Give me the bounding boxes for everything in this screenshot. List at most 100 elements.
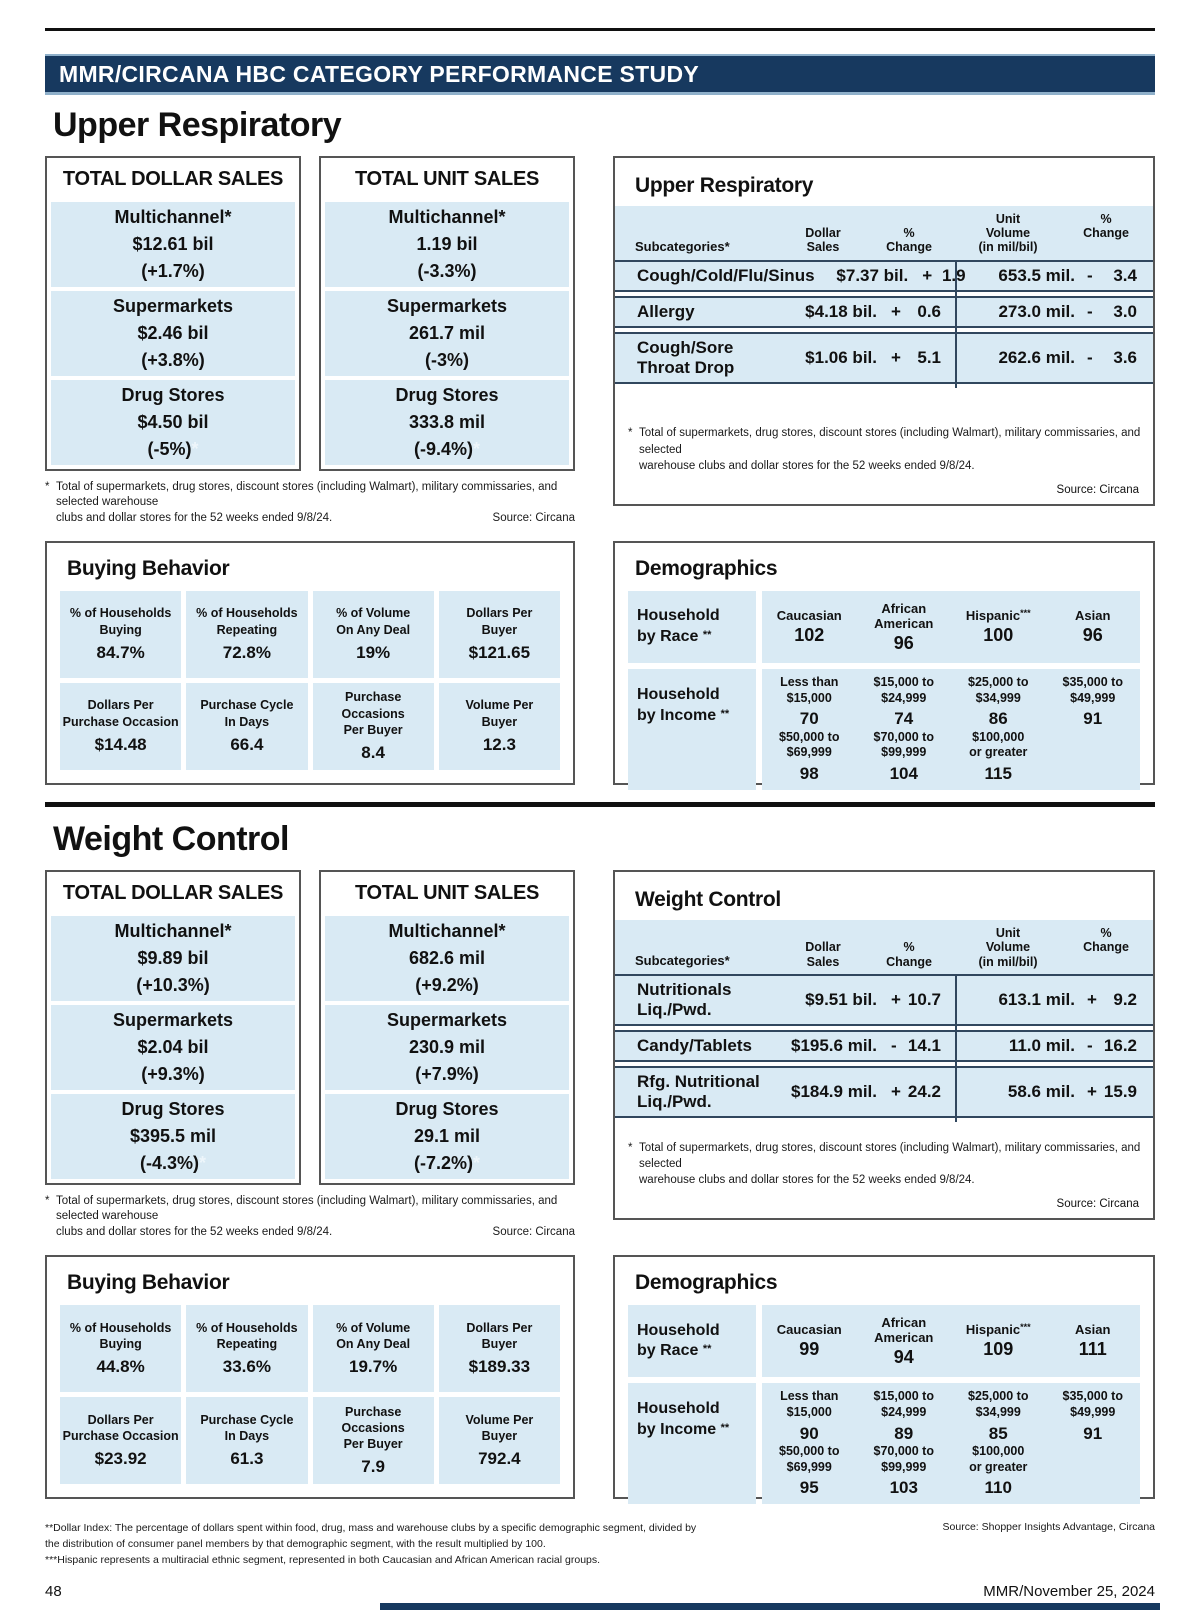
channel-cell-multichannel: Multichannel* 1.19 bil (-3.3%) <box>325 201 569 287</box>
total-dollar-sales-box: TOTAL DOLLAR SALES Multichannel* $9.89 b… <box>45 869 301 1185</box>
channel-change: (-9.4%)* <box>413 438 481 459</box>
sales-footnote: * Total of supermarkets, drug stores, di… <box>45 1194 575 1241</box>
channel-label: Multichannel* <box>114 920 232 941</box>
household-by-income-band: Household by Income ** Less than $15,000 90… <box>628 1383 1140 1505</box>
section-title-weight-control: Weight Control <box>53 820 290 859</box>
metric-cell: % of Households Repeating 33.6% <box>186 1305 308 1393</box>
page-footnotes: **Dollar Index: The percentage of dollar… <box>45 1521 1155 1568</box>
col-dollar-sales: Dollar Sales <box>805 226 841 255</box>
metric-cell: Dollars Per Purchase Occasion $14.48 <box>60 683 182 771</box>
channel-change: (-3%) <box>425 349 469 370</box>
race-col: African American 94 <box>874 1314 934 1367</box>
metric-cell: Purchase Cycle In Days 66.4 <box>186 683 308 771</box>
metric-cell: % of Volume On Any Deal 19.7% <box>312 1305 434 1393</box>
study-banner-title: MMR/CIRCANA HBC CATEGORY PERFORMANCE STU… <box>59 60 699 87</box>
household-by-race-band: Household by Race ** Caucasian 102 African… <box>628 591 1140 664</box>
income-cell: $100,000 or greater 115 <box>969 729 1028 783</box>
income-cell: $15,000 to $24,999 74 <box>873 675 934 729</box>
metric-cell: Dollars Per Buyer $121.65 <box>438 591 560 679</box>
demographics-box: Demographics Household by Race ** Caucasi… <box>613 1255 1155 1505</box>
demographics-box: Demographics Household by Race ** Caucasi… <box>613 541 1155 791</box>
box-title: TOTAL UNIT SALES <box>354 168 540 191</box>
next-page-banner-edge <box>380 1603 1160 1610</box>
channel-label: Drug Stores <box>395 1098 499 1119</box>
income-cell: $100,000 or greater 110 <box>969 1443 1028 1498</box>
channel-label: Supermarkets <box>386 1009 508 1030</box>
income-cell: $35,000 to $49,999 91 <box>1062 1389 1123 1443</box>
subcategories-header-row: Subcategories* Dollar Sales % Change Unit V… <box>615 919 1153 975</box>
channel-value: 261.7 mil <box>408 322 486 343</box>
channel-cell-supermarkets: Supermarkets $2.04 bil (+9.3%) <box>51 1004 295 1090</box>
metric-cell: Dollars Per Purchase Occasion $23.92 <box>60 1397 182 1485</box>
channel-value: 333.8 mil <box>408 411 486 432</box>
channel-cell-supermarkets: Supermarkets $2.46 bil (+3.8%) <box>51 290 295 376</box>
channel-cell-multichannel: Multichannel* $12.61 bil (+1.7%) <box>51 201 295 287</box>
channel-change: (+3.8%) <box>141 349 205 370</box>
channel-value: 1.19 bil <box>416 233 478 254</box>
income-cell: $50,000 to $69,999 98 <box>779 729 840 783</box>
channel-label: Supermarkets <box>112 1009 234 1030</box>
subcategory-row: Rfg. Nutritional Liq./Pwd. $184.9 mil. +… <box>615 1066 1153 1119</box>
channel-cell-supermarkets: Supermarkets 230.9 mil (+7.9%) <box>325 1004 569 1090</box>
channel-value: $2.46 bil <box>137 322 209 343</box>
race-col: Asian 96 <box>1075 608 1111 646</box>
income-cell: $35,000 to $49,999 91 <box>1062 675 1123 729</box>
channel-label: Multichannel* <box>388 920 506 941</box>
col-pct-change: % Change <box>1083 211 1129 241</box>
col-unit-volume: Unit Volume (in mil/bil) <box>978 211 1038 255</box>
source-label: Source: Circana <box>492 1225 575 1238</box>
column-divider <box>955 974 957 1123</box>
box-title: TOTAL DOLLAR SALES <box>62 168 284 191</box>
buying-behavior-box: Buying Behavior % of Households Buying 84.… <box>45 541 575 786</box>
subcategory-row: Nutritionals Liq./Pwd. $9.51 bil. +10.7 … <box>615 974 1153 1027</box>
channel-cell-multichannel: Multichannel* $9.89 bil (+10.3%) <box>51 915 295 1001</box>
total-unit-sales-box: TOTAL UNIT SALES Multichannel* 682.6 mil… <box>319 869 575 1185</box>
box-title: TOTAL DOLLAR SALES <box>62 882 284 905</box>
channel-value: $4.50 bil <box>137 411 209 432</box>
income-cell: $25,000 to $34,999 85 <box>968 1389 1029 1443</box>
metric-cell: % of Households Buying 44.8% <box>60 1305 182 1393</box>
channel-label: Supermarkets <box>112 295 234 316</box>
income-cell: $25,000 to $34,999 86 <box>968 675 1029 729</box>
income-cell: $50,000 to $69,999 95 <box>779 1443 840 1498</box>
issue-date: MMR/November 25, 2024 <box>983 1582 1155 1600</box>
metric-cell: % of Volume On Any Deal 19% <box>312 591 434 679</box>
page-footer: 48 MMR/November 25, 2024 <box>45 1583 1155 1600</box>
source-label: Source: Circana <box>1056 483 1139 496</box>
race-col: Caucasian 99 <box>776 1322 842 1360</box>
channel-value: 230.9 mil <box>408 1036 486 1057</box>
col-pct-change: % Change <box>1083 925 1129 955</box>
subcategories-footnote: * Total of supermarkets, drug stores, di… <box>628 1141 1141 1186</box>
channel-change: (+9.3%) <box>141 1063 205 1084</box>
metric-cell: Volume Per Buyer 12.3 <box>438 683 560 771</box>
income-cell: $70,000 to $99,999 104 <box>873 729 934 783</box>
col-pct-change: % Change <box>886 226 932 255</box>
subcategory-row: Cough/Sore Throat Drop $1.06 bil. +5.1 2… <box>615 331 1153 384</box>
col-pct-change: % Change <box>886 940 932 969</box>
household-by-income-band: Household by Income ** Less than $15,000 70… <box>628 669 1140 791</box>
channel-cell-multichannel: Multichannel* 682.6 mil (+9.2%) <box>325 915 569 1001</box>
household-by-race-band: Household by Race ** Caucasian 99 African … <box>628 1305 1140 1378</box>
channel-cell-drug-stores: Drug Stores $4.50 bil (-5%)* <box>51 379 295 465</box>
income-cell: Less than $15,000 70 <box>780 675 839 729</box>
race-col: African American 96 <box>874 600 934 653</box>
total-dollar-sales-box: TOTAL DOLLAR SALES Multichannel* $12.61 … <box>45 155 301 471</box>
subcategories-header-row: Subcategories* Dollar Sales % Change Unit V… <box>615 205 1153 260</box>
section-divider <box>45 802 1155 808</box>
source-label: Source: Circana <box>492 511 575 524</box>
channel-label: Supermarkets <box>386 295 508 316</box>
box-title: TOTAL UNIT SALES <box>354 882 540 905</box>
channel-change: (-5%)* <box>147 438 199 459</box>
channel-label: Drug Stores <box>121 1098 225 1119</box>
dollar-index-note: **Dollar Index: The percentage of dollar… <box>45 1522 697 1535</box>
channel-change: (+10.3%) <box>136 974 210 995</box>
section-title-upper-respiratory: Upper Respiratory <box>53 106 342 144</box>
income-cell: $70,000 to $99,999 103 <box>873 1443 934 1498</box>
study-banner: MMR/CIRCANA HBC CATEGORY PERFORMANCE STU… <box>45 54 1155 95</box>
channel-label: Drug Stores <box>395 384 499 405</box>
channel-label: Multichannel* <box>388 206 506 227</box>
subcategory-row: Allergy $4.18 bil. +0.6 273.0 mil. -3.0 <box>615 295 1153 328</box>
subcategories-box-title: Upper Respiratory <box>635 173 814 197</box>
channel-value: 29.1 mil <box>413 1125 481 1146</box>
buying-behavior-title: Buying Behavior <box>67 557 230 581</box>
